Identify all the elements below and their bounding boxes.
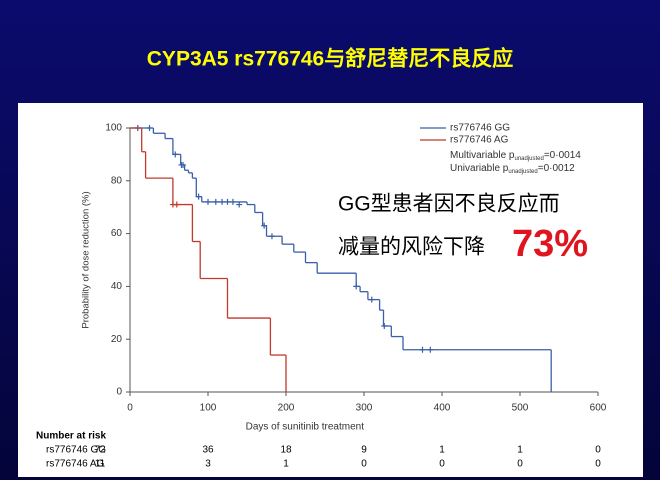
x-tick-label: 0 (127, 403, 133, 414)
censor-mark (261, 222, 268, 229)
y-tick-label: 20 (111, 334, 123, 345)
chart-panel (18, 103, 643, 477)
censor-mark (268, 233, 275, 240)
risk-table-title: Number at risk (36, 431, 106, 442)
legend-label: rs776746 AG (450, 135, 509, 146)
risk-count: 0 (595, 459, 601, 470)
risk-count: 9 (361, 445, 367, 456)
risk-count: 18 (280, 445, 292, 456)
risk-row-label: rs776746 GG (46, 445, 106, 456)
risk-count: 72 (94, 445, 106, 456)
risk-count: 0 (439, 459, 445, 470)
risk-count: 3 (205, 459, 211, 470)
risk-count: 1 (283, 459, 289, 470)
x-axis-label: Days of sunitinib treatment (246, 422, 365, 433)
censor-mark (236, 201, 243, 208)
slide-title: CYP3A5 rs776746与舒尼替尼不良反应 (147, 47, 513, 71)
stat-subscript: unadjusted (508, 169, 537, 175)
x-tick-label: 100 (200, 403, 217, 414)
censor-mark (205, 198, 211, 205)
censor-mark (212, 198, 219, 205)
risk-row-label: rs776746 AG (46, 459, 105, 470)
censor-mark (219, 198, 226, 205)
stat-label: Univariable p (450, 163, 509, 174)
censor-mark (229, 198, 236, 205)
censor-mark (172, 151, 179, 158)
censor-mark (146, 125, 153, 131)
censor-mark (353, 283, 360, 290)
risk-count: 1 (439, 445, 445, 456)
censor-mark (195, 193, 202, 200)
stat-value: =0·0014 (544, 150, 581, 161)
x-tick-label: 200 (278, 403, 295, 414)
censor-mark (381, 323, 388, 329)
stat-value: =0·0012 (538, 163, 575, 174)
y-tick-label: 0 (116, 387, 122, 398)
x-tick-label: 300 (356, 403, 373, 414)
stat-subscript: unadjusted (514, 156, 543, 162)
y-tick-label: 40 (111, 281, 123, 292)
annotation-line: 减量的风险下降 (338, 236, 485, 259)
annotation-highlight: 73% (512, 223, 588, 265)
censor-mark (419, 346, 426, 353)
x-tick-label: 600 (590, 403, 607, 414)
stat-text: Univariable punadjusted=0·0012 (450, 163, 575, 175)
y-tick-label: 60 (111, 228, 123, 239)
stat-label: Multivariable p (450, 150, 515, 161)
risk-count: 0 (361, 459, 367, 470)
risk-count: 0 (517, 459, 523, 470)
risk-count: 1 (517, 445, 523, 456)
censor-mark (224, 198, 231, 205)
legend-label: rs776746 GG (450, 123, 510, 134)
censor-mark (368, 296, 375, 303)
stat-text: Multivariable punadjusted=0·0014 (450, 150, 581, 162)
risk-count: 11 (95, 459, 106, 470)
y-tick-label: 100 (105, 123, 122, 134)
annotation-line: GG型患者因不良反应而 (338, 193, 560, 216)
censor-mark (427, 346, 434, 353)
y-axis-label: Probability of dose reduction (%) (81, 191, 92, 328)
risk-count: 36 (202, 445, 214, 456)
risk-count: 0 (595, 445, 601, 456)
x-tick-label: 500 (512, 403, 529, 414)
censor-mark (173, 201, 180, 208)
censor-mark (180, 161, 187, 168)
y-tick-label: 80 (111, 175, 123, 186)
x-tick-label: 400 (434, 403, 451, 414)
